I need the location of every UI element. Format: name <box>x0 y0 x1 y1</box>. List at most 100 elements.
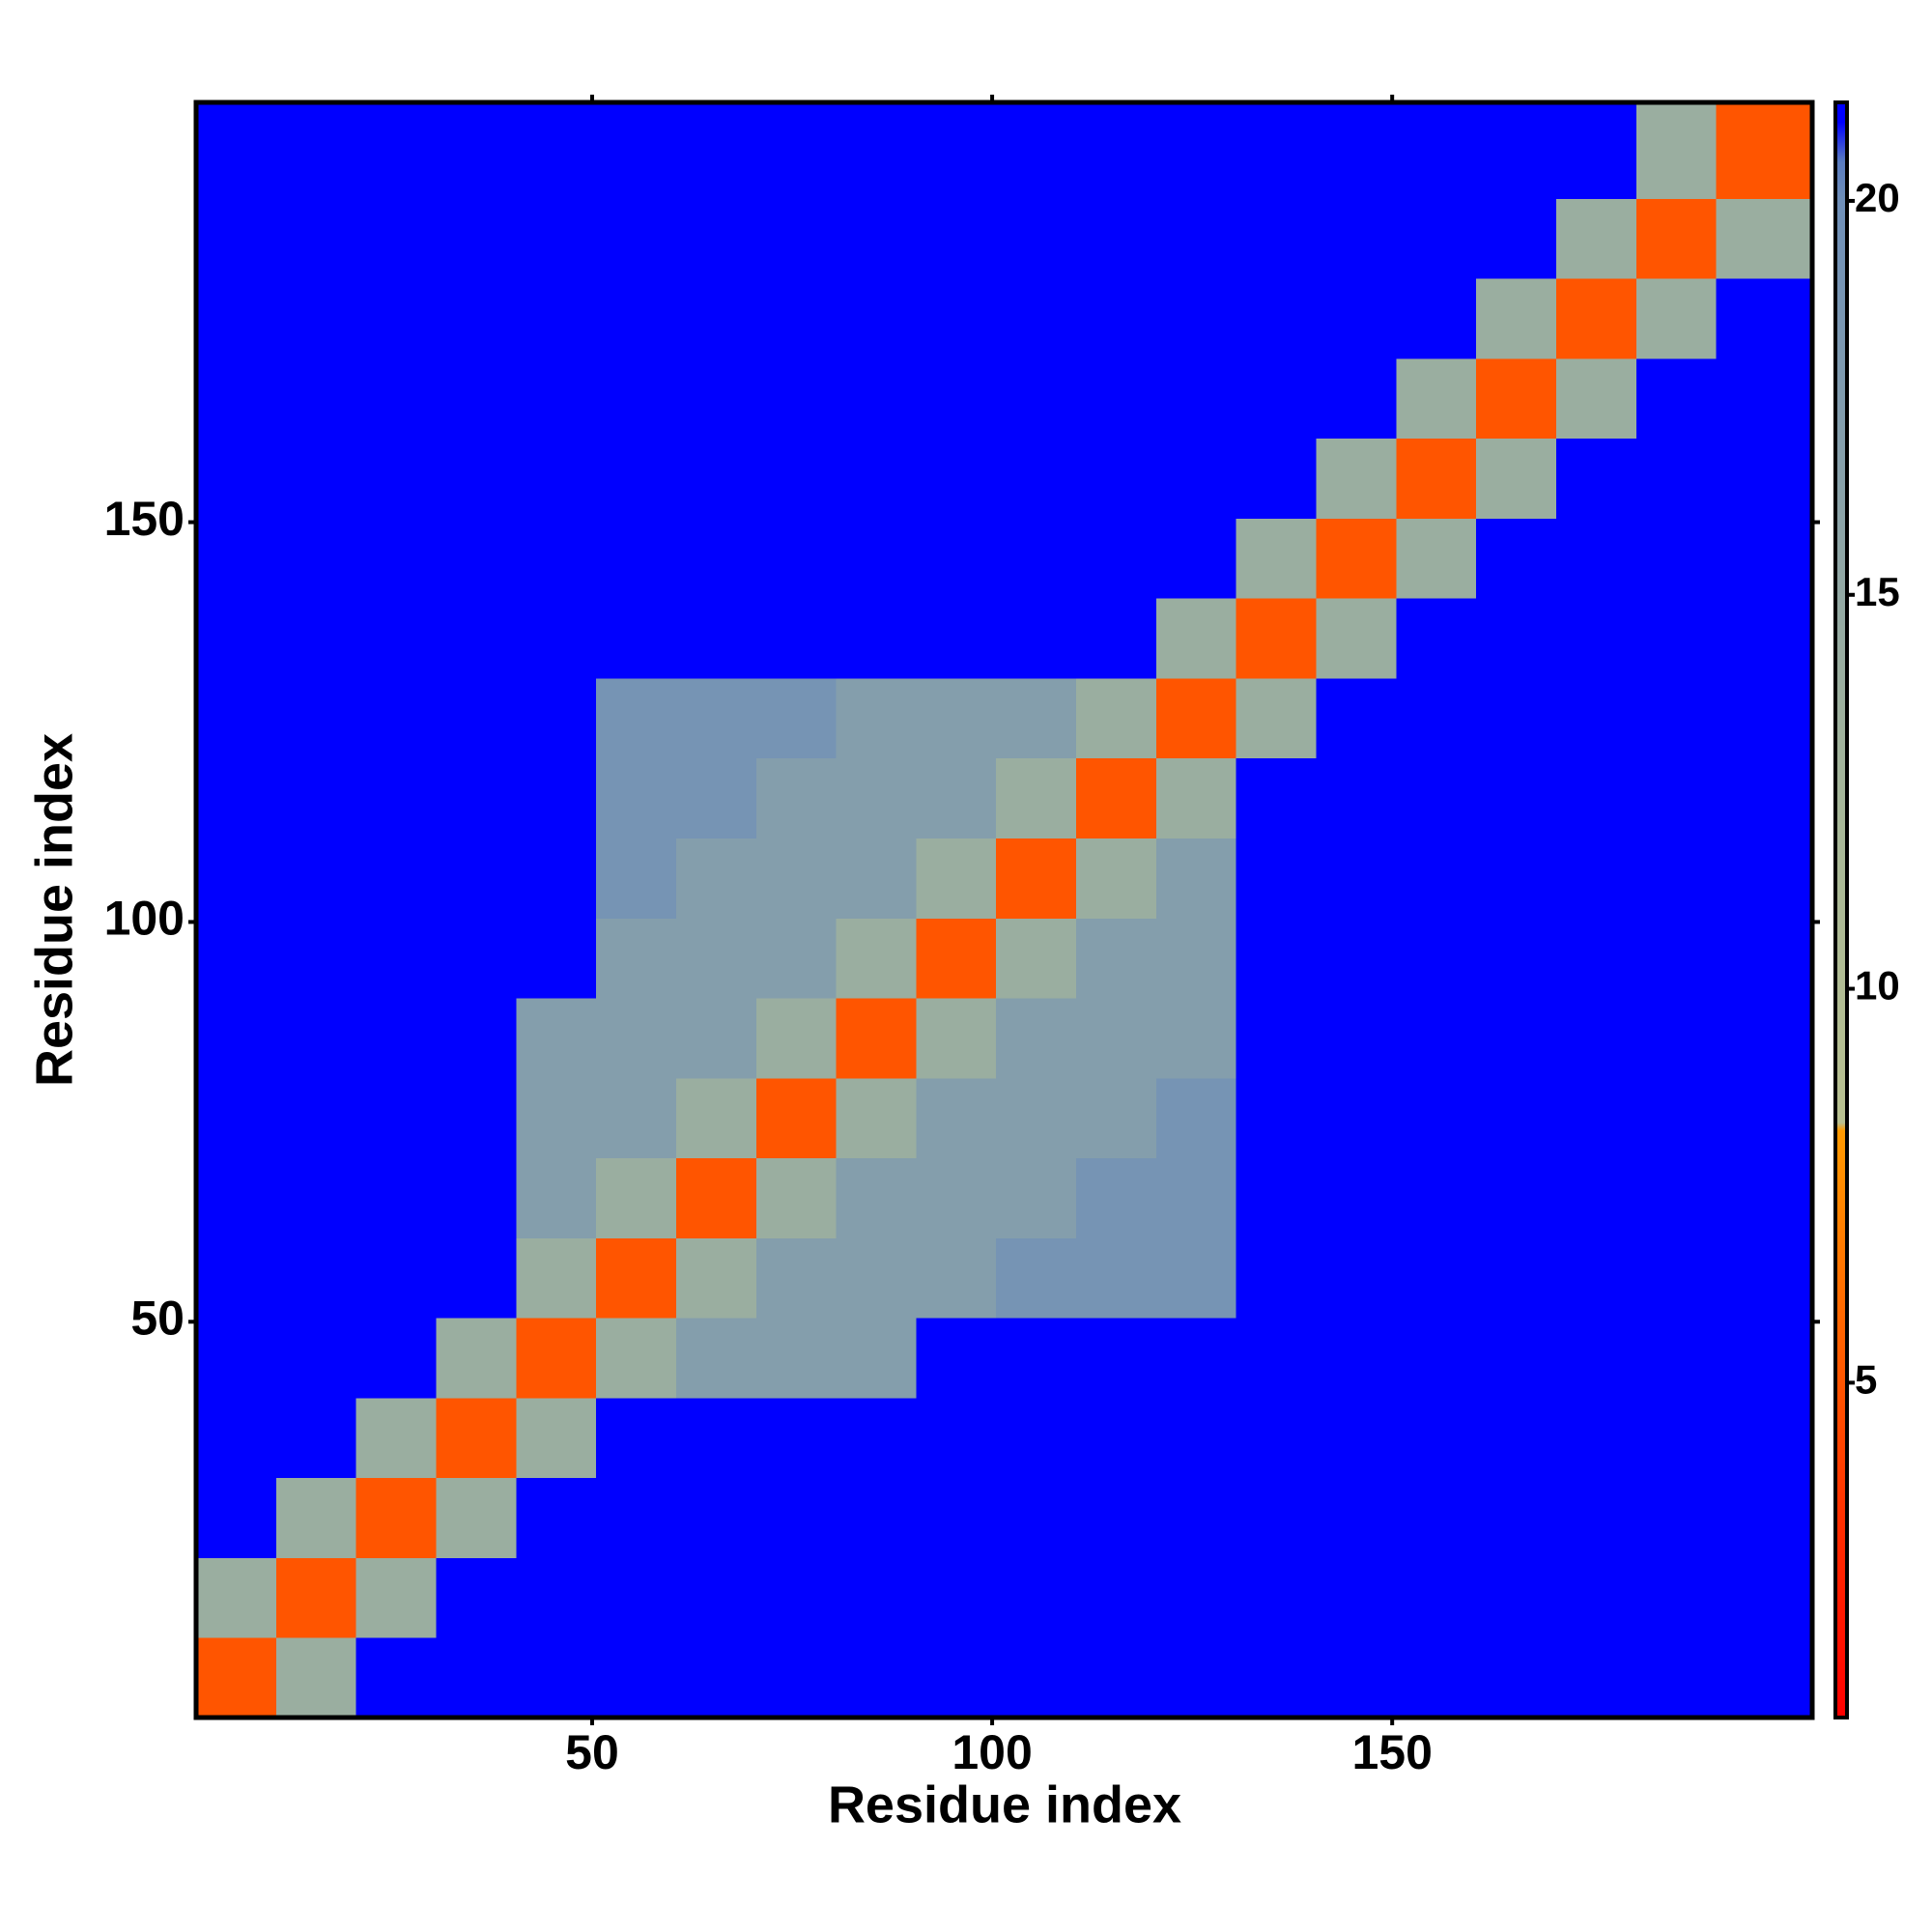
heatmap-cell <box>196 102 277 199</box>
heatmap-cell <box>1555 438 1637 519</box>
heatmap-cell <box>1316 102 1397 199</box>
heatmap-cell <box>675 357 757 440</box>
heatmap-cell <box>196 757 277 839</box>
heatmap-cell <box>596 598 677 679</box>
heatmap-cell <box>516 838 597 919</box>
heatmap-cell <box>916 598 997 679</box>
heatmap-cell <box>275 198 357 279</box>
heatmap-cell <box>996 598 1077 679</box>
heatmap-cell <box>1476 198 1557 279</box>
heatmap-cell <box>596 278 677 359</box>
heatmap-cell <box>836 1477 917 1558</box>
heatmap-cell <box>1396 677 1477 759</box>
heatmap-cell <box>1076 1477 1157 1558</box>
heatmap-cell <box>596 518 677 599</box>
heatmap-cell <box>516 918 597 999</box>
heatmap-cell <box>1316 357 1397 440</box>
heatmap-cell <box>355 1237 437 1319</box>
heatmap-cell <box>1716 918 1813 999</box>
heatmap-cell <box>1236 918 1318 999</box>
heatmap-cell <box>596 1637 677 1719</box>
heatmap-cell <box>1716 278 1813 359</box>
heatmap-cell <box>1555 278 1637 359</box>
heatmap-cell <box>1396 198 1477 279</box>
heatmap-cell <box>1716 438 1813 519</box>
heatmap-cell <box>355 677 437 759</box>
heatmap-cell <box>275 278 357 359</box>
heatmap-cell <box>1316 838 1397 919</box>
heatmap-cell <box>1555 1077 1637 1159</box>
heatmap-cell <box>996 838 1077 919</box>
heatmap-cell <box>355 1077 437 1159</box>
heatmap-cell <box>1155 102 1237 199</box>
heatmap-cell <box>196 838 277 919</box>
heatmap-cell <box>916 357 997 440</box>
heatmap-cell <box>516 1157 597 1238</box>
heatmap-cell <box>196 918 277 999</box>
heatmap-cell <box>675 1077 757 1159</box>
heatmap-cell <box>516 278 597 359</box>
heatmap-cell <box>755 1318 838 1399</box>
heatmap-cell <box>1155 438 1237 519</box>
heatmap-cell <box>1316 278 1397 359</box>
heatmap-cell <box>836 757 917 839</box>
heatmap-cell <box>1236 838 1318 919</box>
heatmap-cell <box>1316 1397 1397 1479</box>
heatmap-cell <box>596 198 677 279</box>
heatmap-cell <box>1316 677 1397 759</box>
heatmap-cell <box>1635 598 1718 679</box>
heatmap-cell <box>1716 1237 1813 1319</box>
heatmap-cell <box>1396 838 1477 919</box>
heatmap-cell <box>1316 1237 1397 1319</box>
heatmap-cell <box>1396 278 1477 359</box>
heatmap-cell <box>1236 1237 1318 1319</box>
heatmap-cell <box>596 918 677 999</box>
heatmap-cell <box>1396 1557 1477 1638</box>
heatmap-cell <box>916 918 997 999</box>
heatmap-cell <box>275 518 357 599</box>
heatmap-cell <box>1155 598 1237 679</box>
heatmap-cell <box>836 598 917 679</box>
heatmap-cell <box>1076 518 1157 599</box>
heatmap-cell <box>1076 757 1157 839</box>
heatmap-cell <box>596 1157 677 1238</box>
heatmap-cell <box>1396 1637 1477 1719</box>
heatmap-cell <box>755 998 838 1079</box>
heatmap-cell <box>1155 757 1237 839</box>
colorbar-tick-label: 20 <box>1855 175 1900 220</box>
heatmap-cell <box>1716 518 1813 599</box>
heatmap-cell <box>1716 598 1813 679</box>
heatmap-cell <box>675 1397 757 1479</box>
heatmap-cell <box>355 838 437 919</box>
heatmap-cell <box>1396 518 1477 599</box>
heatmap-cell <box>1476 1557 1557 1638</box>
heatmap-cell <box>1396 757 1477 839</box>
heatmap-cell <box>996 1318 1077 1399</box>
heatmap-cell <box>675 278 757 359</box>
heatmap-cell <box>836 1157 917 1238</box>
heatmap-cell <box>675 677 757 759</box>
heatmap-cell <box>1555 1557 1637 1638</box>
heatmap-cell <box>436 757 517 839</box>
heatmap-cell <box>916 757 997 839</box>
heatmap-cell <box>836 1318 917 1399</box>
heatmap-cell <box>355 357 437 440</box>
heatmap-cell <box>355 198 437 279</box>
heatmap-cell <box>1476 1077 1557 1159</box>
heatmap-cell <box>996 918 1077 999</box>
heatmap-cell <box>1555 1237 1637 1319</box>
heatmap-cell <box>1236 1157 1318 1238</box>
heatmap-cell <box>996 1157 1077 1238</box>
heatmap-cell <box>836 1077 917 1159</box>
heatmap-cell <box>916 1397 997 1479</box>
heatmap-cell <box>836 677 917 759</box>
heatmap-cell <box>916 198 997 279</box>
heatmap-cell <box>275 357 357 440</box>
heatmap-cell <box>1396 1318 1477 1399</box>
colorbar-tick-label: 5 <box>1855 1356 1877 1402</box>
heatmap-cell <box>516 598 597 679</box>
heatmap-cell <box>1476 102 1557 199</box>
heatmap-cell <box>1396 438 1477 519</box>
heatmap-cell <box>1076 1557 1157 1638</box>
heatmap-cell <box>755 1077 838 1159</box>
